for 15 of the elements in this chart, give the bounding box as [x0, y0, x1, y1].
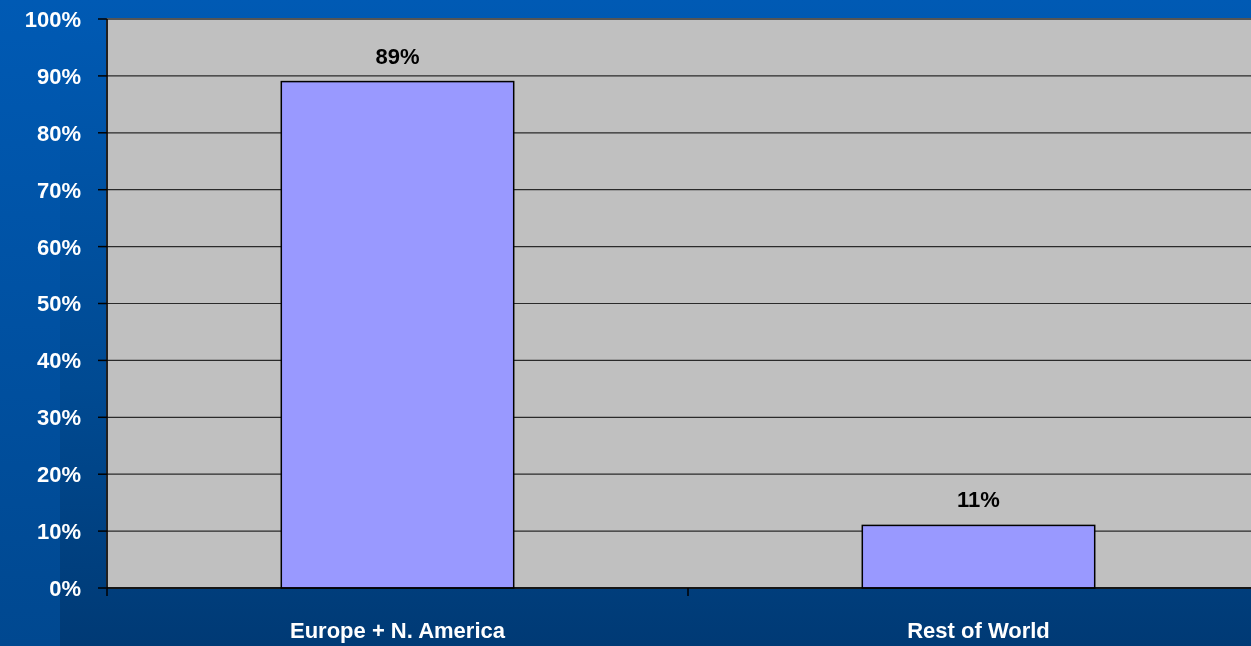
y-tick-label: 20% — [36, 462, 81, 488]
y-tick-label: 0% — [49, 575, 81, 601]
data-label: 11% — [957, 487, 1000, 513]
x-tick-label: Rest of World — [907, 618, 1050, 643]
y-tick-label: 10% — [36, 519, 81, 545]
y-tick-label: 40% — [36, 348, 81, 374]
y-tick-label: 30% — [36, 405, 81, 431]
y-tick-label: 100% — [24, 6, 81, 32]
y-tick-label: 90% — [36, 63, 81, 89]
y-tick-label: 70% — [36, 177, 81, 203]
x-tick-label: Europe + N. America — [290, 618, 506, 643]
y-tick-label: 80% — [36, 120, 81, 146]
y-tick-label: 50% — [36, 291, 81, 317]
y-tick-label: 60% — [36, 234, 81, 260]
data-label: 89% — [375, 43, 420, 69]
